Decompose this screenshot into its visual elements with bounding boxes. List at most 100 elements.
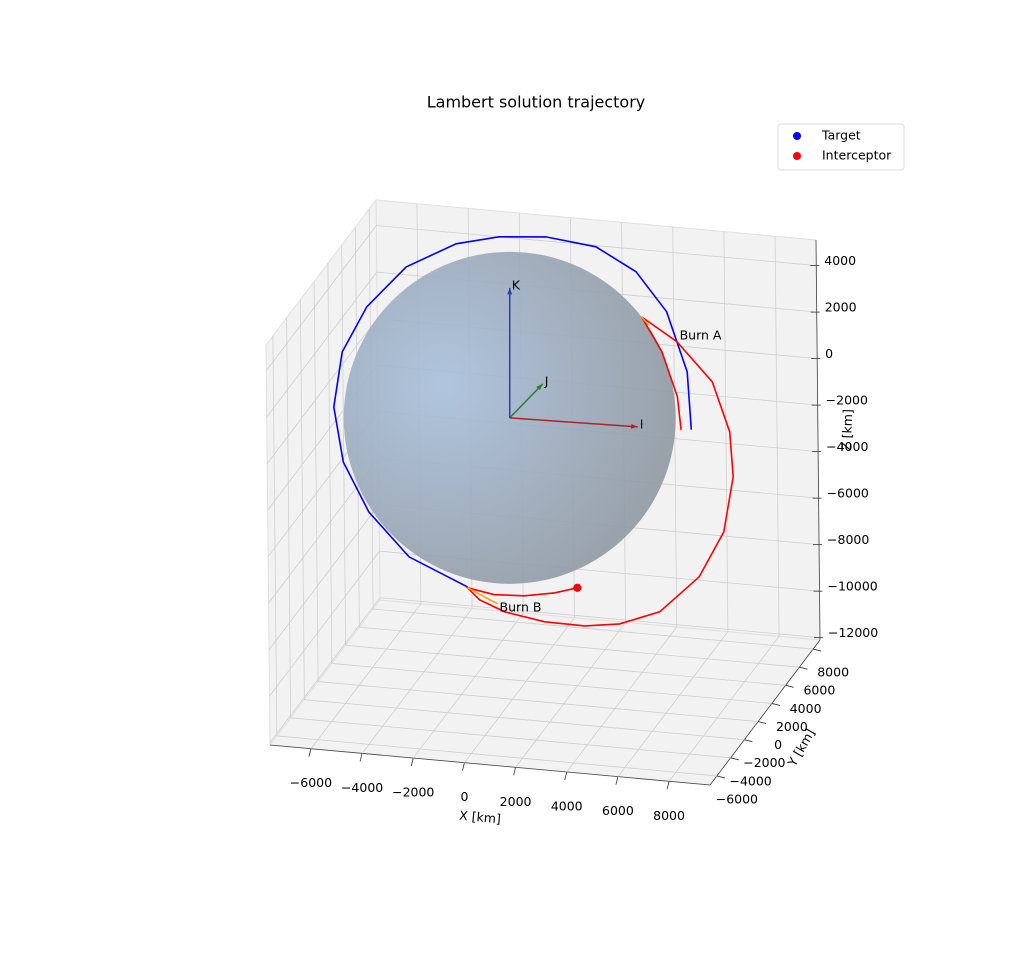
- grid-line: [269, 597, 381, 743]
- x-tick-label: −6000: [290, 775, 332, 790]
- burn-segment: [640, 316, 650, 326]
- z-tick-label: −10000: [828, 579, 878, 594]
- grid-line: [313, 281, 319, 682]
- axis-line: [815, 239, 821, 641]
- grid-line: [359, 626, 800, 668]
- x-tick-label: 6000: [602, 803, 634, 818]
- grid-line: [268, 504, 380, 650]
- grid-line: [304, 699, 745, 741]
- grid-line: [266, 271, 378, 418]
- grid-line: [290, 717, 731, 759]
- grid-line: [464, 617, 575, 763]
- grid-line: [341, 245, 347, 646]
- x-tick-label: −2000: [392, 785, 434, 800]
- grid-line: [345, 644, 786, 686]
- z-tick-label: −12000: [828, 625, 878, 640]
- z-tick-label: 4000: [824, 253, 856, 268]
- y-tick-label: 4000: [790, 701, 822, 716]
- z-tick-label: 2000: [825, 300, 857, 315]
- trajectory: [464, 316, 735, 627]
- arrow-head: [507, 287, 513, 295]
- grid-line: [272, 335, 278, 736]
- x-tick-label: 0: [460, 789, 468, 804]
- chart-title: Lambert solution trajectory: [427, 93, 646, 112]
- tick-mark: [799, 666, 808, 670]
- frame-label: K: [512, 277, 521, 292]
- grid-line: [276, 735, 717, 777]
- grid-line: [379, 597, 821, 639]
- grid-line: [668, 636, 780, 782]
- grid-line: [286, 317, 292, 718]
- grid-line: [331, 663, 772, 704]
- grid-line: [299, 299, 305, 700]
- tick-mark: [730, 757, 739, 761]
- x-tick-label: 8000: [653, 808, 685, 823]
- frame-label: I: [640, 416, 644, 431]
- grid-line: [412, 612, 524, 759]
- grid-line: [265, 225, 377, 371]
- x-tick-label: 2000: [500, 794, 532, 809]
- z-tick-label: −8000: [827, 532, 869, 547]
- legend-marker: [793, 152, 801, 160]
- tick-mark: [716, 775, 725, 779]
- tick-mark: [308, 748, 312, 757]
- grid-line: [310, 603, 422, 749]
- burn-label: Burn A: [680, 327, 722, 342]
- z-tick-label: −2000: [826, 393, 868, 408]
- grid-line: [774, 236, 780, 637]
- x-axis-label: X [km]: [459, 808, 502, 827]
- tick-mark: [410, 757, 414, 767]
- frame-label: J: [544, 373, 549, 388]
- tick-mark: [785, 684, 794, 688]
- z-axis-label: Z [km]: [839, 409, 855, 451]
- grid-line: [318, 681, 759, 722]
- tick-mark: [513, 767, 516, 776]
- grid-line: [617, 631, 729, 777]
- tick-mark: [758, 721, 767, 724]
- arrow-head: [536, 383, 543, 391]
- frame-vector: [509, 383, 544, 419]
- grid-line: [566, 626, 678, 773]
- legend-label: Interceptor: [822, 148, 892, 163]
- grid-line: [723, 231, 729, 632]
- grid-line: [266, 318, 378, 464]
- tick-mark: [744, 739, 753, 743]
- grid-line: [269, 550, 380, 697]
- burn-label: Burn B: [500, 599, 542, 614]
- legend-marker: [793, 132, 801, 140]
- arrow-head: [631, 424, 638, 429]
- x-tick-label: 4000: [551, 798, 583, 813]
- y-tick-label: 0: [774, 737, 782, 752]
- y-tick-label: 2000: [776, 719, 808, 734]
- y-tick-label: 6000: [803, 683, 835, 698]
- tick-mark: [359, 753, 363, 762]
- tick-mark: [771, 703, 780, 706]
- grid-line: [376, 225, 817, 266]
- axis-line: [269, 744, 711, 786]
- y-tick-label: −6000: [716, 791, 758, 806]
- legend-box: [777, 123, 905, 171]
- z-tick-label: −4000: [826, 439, 868, 454]
- axis-line: [709, 639, 821, 786]
- y-tick-label: 8000: [817, 665, 849, 680]
- z-tick-label: 0: [825, 346, 833, 361]
- grid-line: [515, 622, 626, 768]
- y-tick-label: −2000: [743, 755, 785, 770]
- grid-line: [373, 608, 814, 650]
- x-tick-label: −4000: [341, 780, 383, 795]
- z-tick-label: −6000: [827, 486, 869, 501]
- tick-mark: [666, 781, 670, 790]
- legend-label: Target: [821, 128, 861, 143]
- grid-line: [327, 263, 333, 664]
- frame-vector: [509, 417, 638, 428]
- trajectory: [332, 235, 693, 588]
- position-marker: [573, 583, 582, 592]
- grid-line: [361, 608, 473, 754]
- tick-mark: [615, 776, 619, 785]
- y-tick-label: −4000: [729, 773, 771, 788]
- tick-mark: [813, 648, 822, 652]
- tick-mark: [564, 771, 568, 781]
- tick-mark: [462, 762, 465, 771]
- burn-segment: [467, 587, 498, 605]
